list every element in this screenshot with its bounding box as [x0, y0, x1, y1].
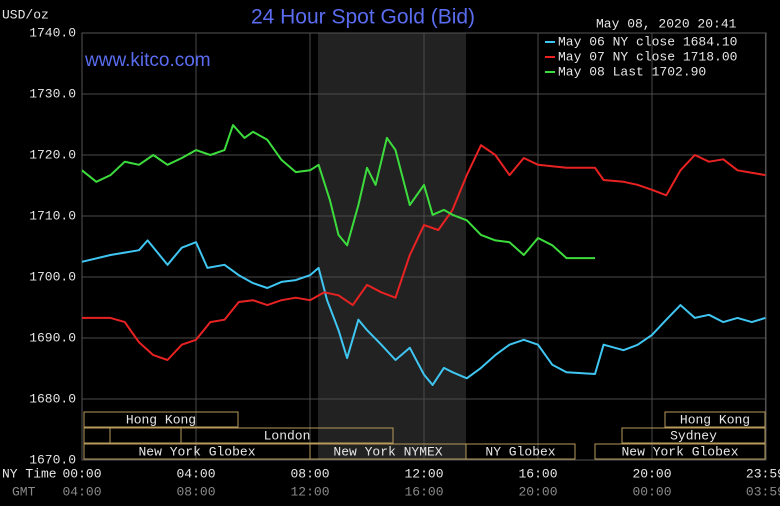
session-label: New York Globex [138, 444, 255, 459]
x-tick-label: 20:00 [632, 466, 671, 481]
y-tick-label: 1730.0 [29, 86, 76, 101]
x-tick-label: 23:59 [746, 466, 780, 481]
session-box [664, 411, 766, 428]
x-tick-label: 12:00 [404, 466, 443, 481]
y-tick-label: 1690.0 [29, 330, 76, 345]
gmt-tick-label: 00:00 [632, 484, 671, 499]
session-label: London [264, 428, 311, 443]
session-label: Hong Kong [126, 412, 196, 427]
x-row-label: NY Time [2, 466, 57, 481]
gmt-tick-label: 16:00 [404, 484, 443, 499]
y-tick-label: 1680.0 [29, 391, 76, 406]
y-tick-label: 1740.0 [29, 25, 76, 40]
session-label: Hong Kong [680, 412, 750, 427]
y-tick-label: 1720.0 [29, 147, 76, 162]
session-label: New York NYMEX [333, 444, 442, 459]
y-axis-label: USD/oz [2, 7, 49, 22]
series-line [81, 124, 595, 260]
legend-label: May 06 NY close 1684.10 [558, 34, 737, 49]
x-tick-label: 04:00 [176, 466, 215, 481]
session-label: Sydney [670, 428, 717, 443]
x-tick-label: 08:00 [290, 466, 329, 481]
subtitle: www.kitco.com [84, 50, 211, 71]
y-tick-label: 1670.0 [29, 452, 76, 467]
lines [81, 124, 766, 386]
legend-label: May 07 NY close 1718.00 [558, 49, 737, 64]
plot-frame [81, 32, 767, 461]
x-tick-label: 16:00 [518, 466, 557, 481]
session-box [465, 443, 576, 460]
x-row-label: GMT [12, 484, 36, 499]
gmt-tick-label: 04:00 [62, 484, 101, 499]
legend-label: May 08 Last 1702.90 [558, 64, 706, 79]
session-box [621, 427, 766, 444]
y-tick-label: 1700.0 [29, 269, 76, 284]
gmt-tick-label: 03:59 [746, 484, 780, 499]
gmt-tick-label: 12:00 [290, 484, 329, 499]
y-tick-label: 1710.0 [29, 208, 76, 223]
timestamp: May 08, 2020 20:41 [596, 16, 737, 31]
session-box [594, 443, 766, 460]
grid [81, 32, 767, 461]
gmt-tick-label: 08:00 [176, 484, 215, 499]
session-shade [318, 33, 466, 460]
session-label: NY Globex [485, 444, 555, 459]
series-line [82, 144, 766, 361]
x-tick-label: 00:00 [62, 466, 101, 481]
chart-title: 24 Hour Spot Gold (Bid) [251, 6, 475, 29]
session-label: New York Globex [621, 444, 738, 459]
session-box [83, 411, 239, 428]
session-box [180, 427, 394, 444]
gmt-tick-label: 20:00 [518, 484, 557, 499]
series-line [81, 239, 766, 386]
